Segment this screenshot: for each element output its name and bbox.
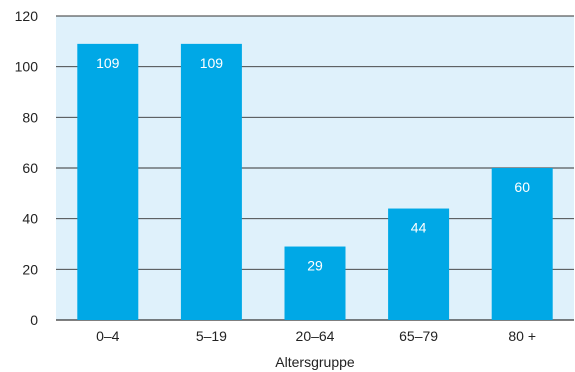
- x-tick-label: 65–79: [399, 328, 438, 344]
- x-tick-label: 0–4: [96, 328, 120, 344]
- y-tick-label: 40: [22, 211, 38, 227]
- y-tick-label: 80: [22, 109, 38, 125]
- y-tick-label: 120: [15, 8, 39, 24]
- bar: [77, 43, 139, 320]
- y-axis-ticks: 0 20 40 60 80 100 120: [15, 8, 39, 328]
- y-tick-label: 0: [30, 312, 38, 328]
- bar: [388, 208, 450, 320]
- x-tick-label: 80 +: [508, 328, 536, 344]
- x-axis-label: Altersgruppe: [275, 354, 355, 370]
- bar-value-label: 29: [307, 258, 323, 274]
- bars: 109 109 29 44 60: [77, 43, 553, 320]
- y-tick-label: 100: [15, 59, 39, 75]
- y-tick-label: 20: [22, 261, 38, 277]
- x-tick-label: 20–64: [296, 328, 335, 344]
- bar-value-label: 44: [411, 220, 427, 236]
- bar-value-label: 109: [200, 55, 224, 71]
- bar: [180, 43, 242, 320]
- y-tick-label: 60: [22, 160, 38, 176]
- x-axis-ticks: 0–4 5–19 20–64 65–79 80 +: [96, 328, 536, 344]
- bar: [491, 168, 553, 320]
- bar-value-label: 60: [514, 179, 530, 195]
- bar: [284, 246, 346, 320]
- bar-value-label: 109: [96, 55, 120, 71]
- x-tick-label: 5–19: [196, 328, 227, 344]
